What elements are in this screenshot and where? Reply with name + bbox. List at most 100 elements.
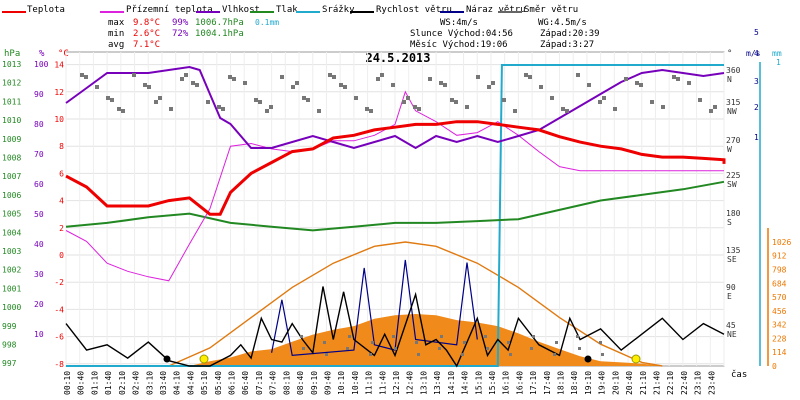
dir-tick-direction: SW bbox=[727, 180, 737, 189]
wind-direction-mark bbox=[443, 83, 447, 87]
x-tick-label: 16:40 bbox=[515, 371, 524, 395]
wind-direction-mark bbox=[439, 81, 443, 85]
wind-direction-mark bbox=[332, 75, 336, 79]
wind-direction-mark bbox=[587, 83, 591, 87]
series-rain-line bbox=[66, 64, 724, 367]
ms-tick-label: 2 bbox=[754, 103, 759, 112]
legend-item-srazky: Srážky bbox=[296, 5, 355, 15]
wm2-tick-label: 456 bbox=[772, 307, 787, 316]
wind-direction-mark bbox=[221, 107, 225, 111]
x-tick-label: 08:40 bbox=[296, 371, 305, 395]
x-tick-label: 06:10 bbox=[228, 371, 237, 395]
wind-direction-mark bbox=[524, 73, 528, 77]
unit-percent: % bbox=[39, 49, 45, 59]
x-tick-label: 00:40 bbox=[77, 371, 86, 395]
wind-direction-mark bbox=[132, 73, 136, 77]
x-tick-label: 23:10 bbox=[694, 371, 703, 395]
stats-humidity-min: 72% bbox=[172, 29, 189, 39]
stats-block: max min avg 9.8°C 2.6°C 7.1°C 99% 72% 10… bbox=[108, 18, 279, 50]
hpa-tick-label: 998 bbox=[2, 341, 17, 350]
temp-tick-label: -8 bbox=[54, 360, 64, 369]
x-tick-label: 13:10 bbox=[419, 371, 428, 395]
hpa-tick-label: 1005 bbox=[2, 210, 21, 219]
wind-direction-mark bbox=[461, 353, 464, 356]
x-axis: 00:10 00:40 01:10 01:40 02:10 02:40 03:10 03:40… bbox=[63, 371, 716, 395]
hpa-tick-label: 1011 bbox=[2, 97, 21, 106]
x-tick-label: 05:10 bbox=[200, 371, 209, 395]
wind-direction-mark bbox=[323, 341, 326, 344]
wind-direction-mark bbox=[598, 100, 602, 104]
wind-direction-mark bbox=[191, 81, 195, 85]
wind-direction-mark bbox=[254, 98, 258, 102]
wind-direction-mark bbox=[147, 85, 151, 89]
stats-humidity-max: 99% bbox=[172, 18, 189, 28]
info-sun-rise: Slunce Východ:04:56 bbox=[410, 29, 513, 39]
legend-item-rychlost-vetru: Rychlost větru bbox=[350, 5, 452, 15]
x-tick-label: 18:40 bbox=[570, 371, 579, 395]
x-tick-label: 11:40 bbox=[378, 371, 387, 395]
wind-direction-mark bbox=[440, 335, 443, 338]
wm2-tick-label: 342 bbox=[772, 321, 787, 330]
wind-direction-mark bbox=[513, 109, 517, 113]
pct-tick-label: 70 bbox=[34, 150, 44, 159]
wind-direction-mark bbox=[713, 105, 717, 109]
wind-direction-mark bbox=[80, 73, 84, 77]
dir-tick-value: 315 bbox=[726, 98, 741, 107]
x-tick-label: 20:10 bbox=[611, 371, 620, 395]
wind-direction-mark bbox=[391, 83, 395, 87]
hpa-tick-label: 1012 bbox=[2, 79, 21, 88]
temp-tick-label: 10 bbox=[54, 115, 64, 124]
x-tick-label: 17:40 bbox=[543, 371, 552, 395]
wind-direction-mark bbox=[613, 107, 617, 111]
dir-tick-value: 225 bbox=[726, 171, 741, 180]
wind-direction-mark bbox=[454, 100, 458, 104]
x-tick-label: 13:40 bbox=[433, 371, 442, 395]
wm2-tick-label: 684 bbox=[772, 279, 787, 288]
wind-direction-mark bbox=[143, 83, 147, 87]
x-tick-label: 11:10 bbox=[365, 371, 374, 395]
pct-tick-label: 80 bbox=[34, 120, 44, 129]
dir-tick-direction: N bbox=[727, 75, 732, 84]
x-tick-label: 23:40 bbox=[707, 371, 716, 395]
hpa-tick-label: 1010 bbox=[2, 116, 21, 125]
wind-direction-mark bbox=[415, 341, 418, 344]
x-tick-label: 08:10 bbox=[282, 371, 291, 395]
x-tick-label: 05:40 bbox=[214, 371, 223, 395]
hpa-tick-label: 999 bbox=[2, 322, 17, 331]
wind-direction-mark bbox=[269, 105, 273, 109]
x-tick-label: 03:40 bbox=[159, 371, 168, 395]
wm2-tick-label: 1026 bbox=[772, 238, 791, 247]
wind-direction-mark bbox=[348, 335, 351, 338]
wind-direction-mark bbox=[376, 77, 380, 81]
legend-item-teplota: Teplota bbox=[2, 5, 65, 15]
wind-direction-mark bbox=[380, 73, 384, 77]
wind-direction-mark bbox=[295, 81, 299, 85]
x-tick-label: 21:10 bbox=[639, 371, 648, 395]
unit-hpa: hPa bbox=[4, 49, 20, 59]
wind-direction-mark bbox=[84, 75, 88, 79]
pct-tick-label: 90 bbox=[34, 90, 44, 99]
legend-label-smer-vetru: Směr větru bbox=[524, 5, 578, 15]
chart-title: 24.5.2013 bbox=[365, 51, 430, 65]
hpa-tick-label: 1001 bbox=[2, 284, 21, 293]
wind-direction-mark bbox=[217, 105, 221, 109]
wind-direction-mark bbox=[687, 81, 691, 85]
wind-direction-mark bbox=[317, 109, 321, 113]
legend-item-smer-vetru: Směr větru bbox=[498, 5, 578, 15]
temp-tick-label: 8 bbox=[59, 142, 64, 151]
x-tick-label: 03:10 bbox=[145, 371, 154, 395]
wind-direction-mark bbox=[302, 96, 306, 100]
info-block: WS:4m/s WG:4.5m/s Slunce Východ:04:56 Zá… bbox=[410, 18, 600, 50]
legend: Teplota Přízemní teplota Vlhkost Tlak Sr… bbox=[2, 5, 578, 15]
unit-x-time: čas bbox=[731, 369, 747, 380]
dir-tick-direction: NW bbox=[727, 107, 737, 116]
wind-direction-mark bbox=[365, 107, 369, 111]
x-tick-label: 04:40 bbox=[186, 371, 195, 395]
dir-tick-value: 360 bbox=[726, 66, 741, 75]
wind-direction-mark bbox=[438, 347, 441, 350]
wind-direction-mark bbox=[180, 77, 184, 81]
hpa-tick-label: 1000 bbox=[2, 303, 21, 312]
pct-tick-label: 40 bbox=[34, 240, 44, 249]
wind-direction-mark bbox=[346, 347, 349, 350]
hpa-tick-label: 1009 bbox=[2, 135, 21, 144]
